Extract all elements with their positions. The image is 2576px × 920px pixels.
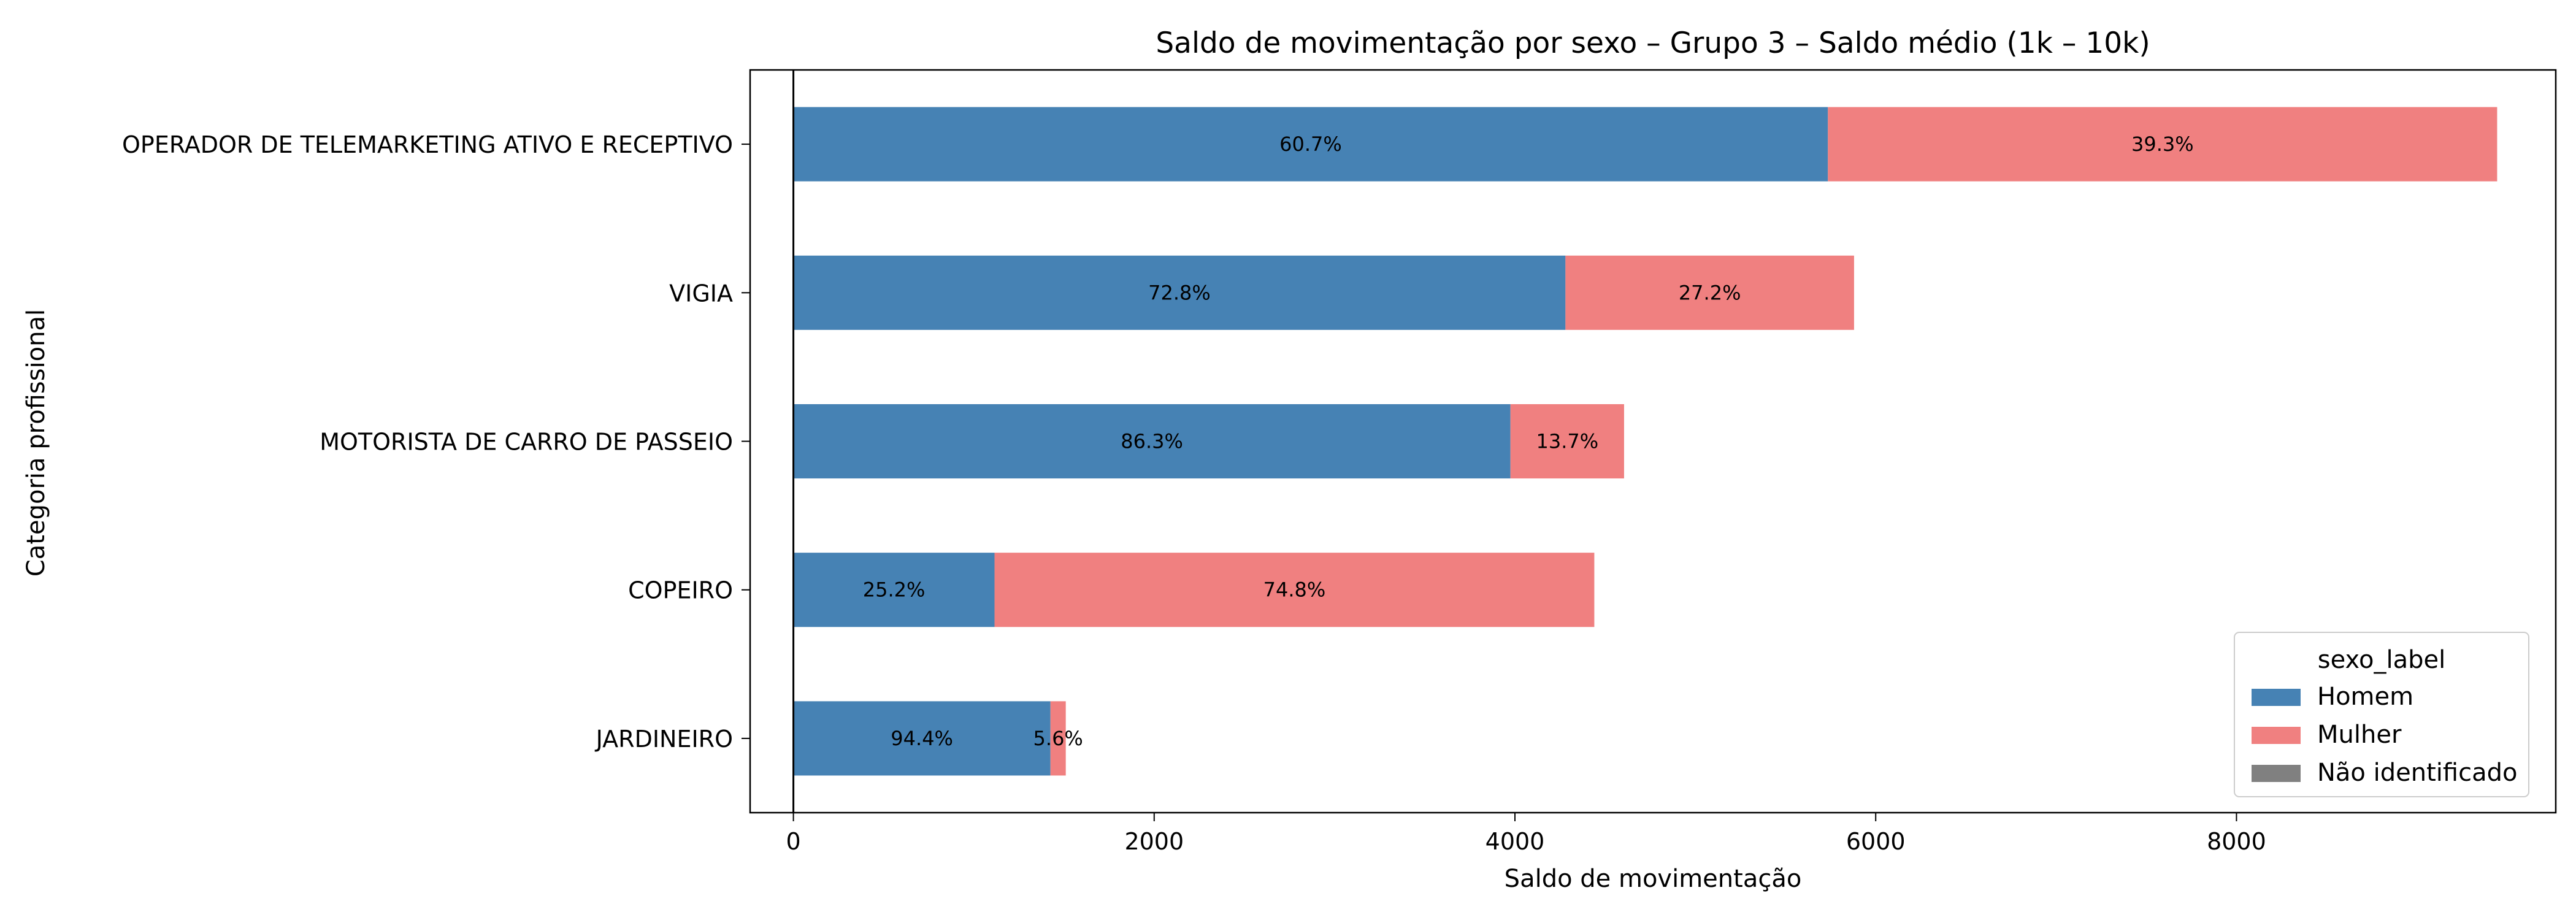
y-tick-label: MOTORISTA DE CARRO DE PASSEIO <box>320 429 733 456</box>
y-tick-label: VIGIA <box>669 280 733 307</box>
y-tick-label: OPERADOR DE TELEMARKETING ATIVO E RECEPT… <box>122 131 733 158</box>
bar-homem-0 <box>793 107 1828 182</box>
legend-swatch <box>2252 689 2301 706</box>
x-axis-title: Saldo de movimentação <box>1505 865 1802 893</box>
legend-title: sexo_label <box>2318 646 2445 674</box>
bar-label: 86.3% <box>1121 430 1183 453</box>
y-axis-title: Categoria profissional <box>22 309 50 577</box>
bar-label: 39.3% <box>2131 132 2194 156</box>
legend-swatch <box>2252 727 2301 744</box>
chart-title: Saldo de movimentação por sexo – Grupo 3… <box>1156 26 2150 60</box>
bar-mulher-0 <box>1828 107 2497 182</box>
y-tick-label: JARDINEIRO <box>595 726 733 753</box>
plot-area: 60.7% 39.3% OPERADOR DE TELEMARKETING ATIV… <box>122 69 2557 855</box>
legend-entry: Não identificado <box>2317 759 2517 787</box>
bar-label: 27.2% <box>1679 281 1741 304</box>
bar-homem-3 <box>793 553 995 627</box>
legend-swatch <box>2252 765 2301 782</box>
bar-homem-1 <box>793 255 1566 330</box>
bar-homem-4 <box>793 701 1051 776</box>
bar-label: 5.6% <box>1033 727 1083 750</box>
bar-homem-2 <box>793 404 1511 479</box>
x-tick-label: 8000 <box>2207 828 2266 855</box>
x-tick-label: 2000 <box>1124 828 1184 855</box>
bar-mulher-1 <box>1565 255 1854 330</box>
legend-frame <box>2234 632 2529 797</box>
bar-label: 74.8% <box>1263 578 1326 602</box>
y-tick-label: COPEIRO <box>628 577 733 604</box>
bar-mulher-4 <box>1050 701 1066 776</box>
bar-mulher-3 <box>994 553 1595 627</box>
bar-label: 25.2% <box>863 578 926 602</box>
bar-label: 72.8% <box>1148 281 1211 304</box>
bar-mulher-2 <box>1510 404 1624 479</box>
x-tick-label: 4000 <box>1485 828 1545 855</box>
x-tick-label: 0 <box>786 828 800 855</box>
bar-label: 94.4% <box>891 727 953 750</box>
bar-label: 60.7% <box>1279 132 1342 156</box>
bar-label: 13.7% <box>1536 430 1598 453</box>
plot-frame <box>749 69 2557 814</box>
x-tick-label: 6000 <box>1846 828 1906 855</box>
legend-entry: Mulher <box>2317 721 2402 749</box>
legend-entry: Homem <box>2317 683 2413 711</box>
legend: sexo_label Homem Mulher Não identificado <box>2234 632 2529 797</box>
